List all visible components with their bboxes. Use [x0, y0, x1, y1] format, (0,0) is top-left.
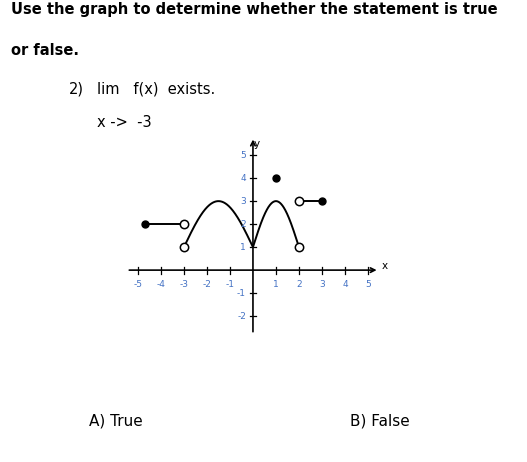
Text: 2: 2 [296, 280, 302, 289]
Text: -2: -2 [237, 311, 246, 321]
Text: x ->  -3: x -> -3 [97, 116, 152, 130]
Text: 3: 3 [319, 280, 325, 289]
Text: -5: -5 [133, 280, 142, 289]
Text: -1: -1 [226, 280, 235, 289]
Text: 2): 2) [69, 82, 83, 97]
Text: -1: -1 [237, 289, 246, 298]
Text: 4: 4 [240, 174, 246, 182]
Text: x: x [382, 261, 388, 271]
Text: -2: -2 [202, 280, 211, 289]
Text: 1: 1 [240, 243, 246, 252]
Text: -4: -4 [157, 280, 165, 289]
Text: or false.: or false. [11, 43, 79, 58]
Text: y: y [254, 139, 260, 149]
Text: 5: 5 [240, 151, 246, 160]
Text: Use the graph to determine whether the statement is true: Use the graph to determine whether the s… [11, 2, 497, 18]
Text: lim   f(x)  exists.: lim f(x) exists. [97, 82, 216, 97]
Text: 1: 1 [273, 280, 279, 289]
Text: 5: 5 [365, 280, 371, 289]
Text: 3: 3 [240, 197, 246, 206]
Text: 2: 2 [240, 219, 246, 229]
Text: A) True: A) True [89, 414, 143, 429]
Text: 4: 4 [342, 280, 348, 289]
Text: B) False: B) False [349, 414, 409, 429]
Text: -3: -3 [180, 280, 189, 289]
